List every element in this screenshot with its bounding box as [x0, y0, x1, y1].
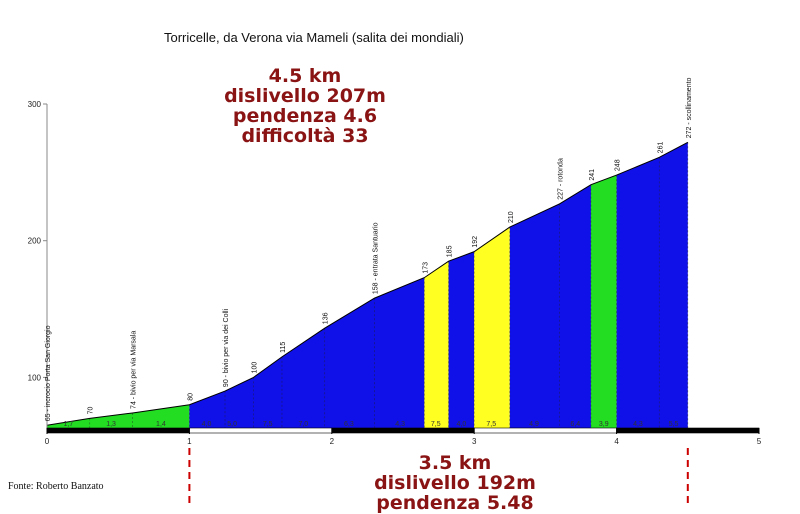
x-tick-label: 5	[757, 437, 762, 446]
profile-segment	[616, 142, 688, 428]
gradient-label: 1,7	[63, 421, 73, 428]
profile-segment	[509, 184, 591, 428]
altitude-label: 80	[187, 393, 194, 401]
stats-total: 4.5 km dislivello 207m pendenza 4.6 diff…	[195, 66, 415, 146]
gradient-label: 7,5	[431, 421, 441, 428]
stats-section: 3.5 km dislivello 192m pendenza 5.48	[330, 453, 580, 513]
stats-total-gradient: pendenza 4.6	[232, 105, 378, 127]
gradient-label: 7,5	[263, 421, 273, 428]
stats-section-gradient: pendenza 5.48	[376, 492, 534, 514]
altitude-label: 241	[589, 169, 596, 181]
distance-band	[616, 427, 760, 434]
altitude-label: 272 - scollinamento	[686, 77, 693, 138]
altitude-label: 136	[323, 312, 330, 324]
gradient-label: 7,0	[298, 421, 308, 428]
altitude-label: 227 - rotonda	[558, 158, 565, 200]
profile-segment	[424, 261, 449, 428]
altitude-label: 210	[508, 211, 515, 223]
distance-band	[473, 427, 617, 434]
source-credit: Fonte: Roberto Banzato	[8, 481, 104, 492]
gradient-label: 5,5	[669, 421, 679, 428]
altitude-label: 100	[251, 362, 258, 374]
x-tick-label: 1	[187, 437, 192, 446]
altitude-label: 115	[280, 342, 287, 353]
distance-band	[331, 427, 475, 434]
gradient-label: 1,4	[156, 421, 166, 428]
gradient-label: 4,3	[395, 421, 405, 428]
stats-total-elevation-gain: dislivello 207m	[224, 85, 386, 107]
distance-band	[46, 427, 190, 434]
altitude-label: 65 - incrocio Porta San Giorgio	[45, 325, 52, 421]
profile-segment	[590, 175, 617, 428]
x-tick-label: 0	[45, 437, 50, 446]
gradient-label: 1,3	[106, 421, 116, 428]
profile-outline	[46, 141, 689, 426]
x-tick-label: 2	[330, 437, 335, 446]
gradient-label: 7,5	[486, 421, 496, 428]
gradient-label: 6,4	[570, 421, 580, 428]
stats-section-distance: 3.5 km	[418, 452, 492, 474]
y-tick-label: 100	[28, 373, 42, 382]
distance-band	[189, 427, 333, 434]
gradient-label: 4,0	[202, 421, 212, 428]
chart-title: Torricelle, da Verona via Mameli (salita…	[164, 30, 464, 45]
profile-segment	[47, 404, 190, 428]
altitude-label: 192	[472, 236, 479, 248]
gradient-label: 4,9	[529, 421, 539, 428]
profile-segment	[448, 251, 475, 428]
altitude-label: 248	[615, 159, 622, 171]
altitude-label: 158 - entrata Santuario	[373, 222, 380, 294]
gradient-label: 4,3	[633, 421, 643, 428]
altitude-label: 90 - bivio per via dei Colli	[223, 308, 230, 387]
x-tick-label: 3	[472, 437, 477, 446]
altitude-label: 74 - bivio per via Marsala	[130, 331, 137, 409]
x-tick-label: 4	[614, 437, 619, 446]
altitude-label: 173	[422, 262, 429, 274]
gradient-label: 6,3	[344, 421, 354, 428]
gradient-label: 5,0	[227, 421, 237, 428]
stats-total-distance: 4.5 km	[268, 65, 342, 87]
stats-total-difficulty: difficoltà 33	[241, 125, 369, 147]
y-tick-label: 200	[28, 237, 42, 246]
y-tick-label: 300	[28, 100, 42, 109]
profile-segment	[474, 227, 510, 428]
gradient-label: 3,9	[599, 421, 609, 428]
gradient-label: 4,0	[457, 421, 467, 428]
stats-section-elevation-gain: dislivello 192m	[374, 472, 536, 494]
altitude-label: 185	[447, 245, 454, 257]
altitude-label: 70	[88, 407, 95, 415]
profile-segment	[189, 277, 425, 428]
altitude-label: 261	[657, 142, 664, 154]
